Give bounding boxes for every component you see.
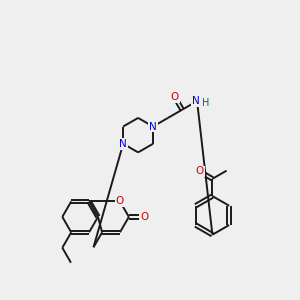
Text: H: H	[202, 98, 209, 109]
Text: O: O	[195, 167, 204, 176]
Text: O: O	[116, 196, 124, 206]
Text: O: O	[171, 92, 179, 102]
Text: N: N	[119, 139, 127, 149]
Text: N: N	[149, 122, 157, 131]
Text: O: O	[140, 212, 148, 222]
Text: N: N	[192, 96, 200, 106]
